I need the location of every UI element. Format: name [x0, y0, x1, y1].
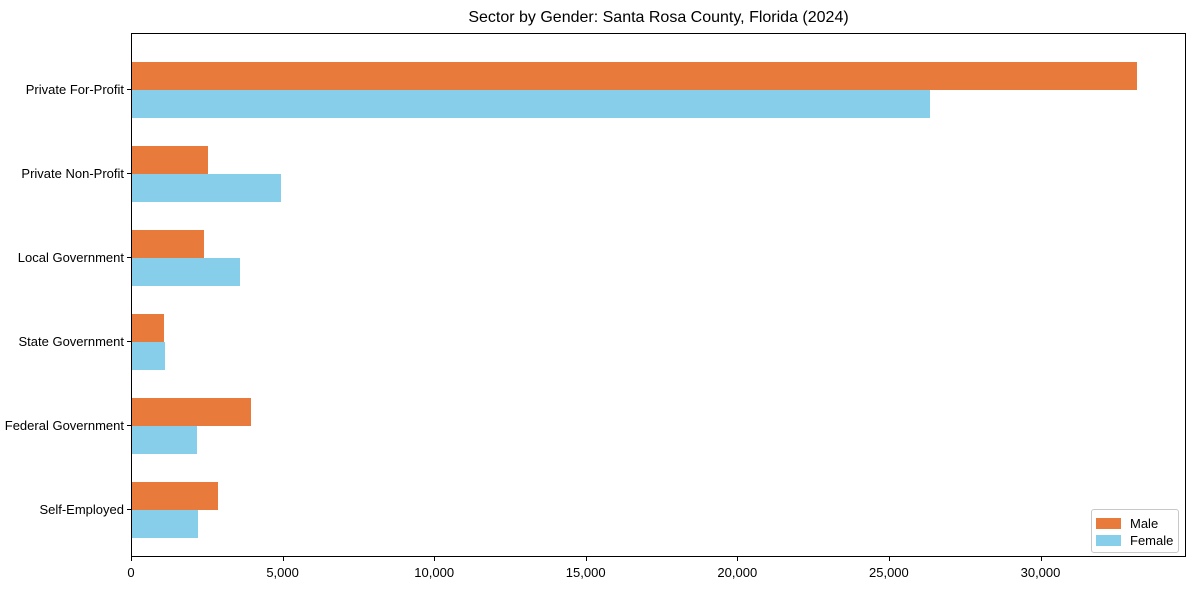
ytick-label-local-government: Local Government [17, 250, 124, 265]
bar-male-federal-government [132, 398, 251, 426]
legend-swatch-male [1096, 518, 1121, 529]
chart-title: Sector by Gender: Santa Rosa County, Flo… [468, 9, 849, 26]
ytick-label-state-government: State Government [18, 334, 125, 349]
xtick-label-30000: 30,000 [1020, 565, 1061, 580]
xtick-label-25000: 25,000 [869, 565, 909, 580]
bar-female-local-government [132, 258, 241, 286]
xtick-label-5000: 5,000 [266, 565, 299, 580]
ytick-label-federal-government: Federal Government [4, 418, 124, 433]
legend-swatch-female [1096, 535, 1121, 546]
bar-female-federal-government [132, 426, 198, 454]
xtick-mark-30000 [1040, 557, 1042, 561]
xtick-mark-10000 [434, 557, 436, 561]
xtick-mark-5000 [282, 557, 284, 561]
ytick-mark-state-government [127, 341, 131, 342]
bar-female-private-for-profit [132, 90, 930, 118]
xtick-mark-0 [131, 557, 132, 561]
ytick-mark-local-government [127, 257, 131, 258]
legend-item-female: Female [1096, 532, 1178, 549]
ytick-mark-federal-government [127, 425, 131, 426]
xtick-label-20000: 20,000 [717, 565, 758, 580]
legend-item-male: Male [1096, 515, 1178, 532]
legend-label-male: Male [1130, 516, 1159, 531]
legend: Male Female [1091, 509, 1179, 553]
ytick-label-private-non-profit: Private Non-Profit [21, 166, 124, 181]
bar-female-self-employed [132, 510, 199, 538]
xtick-label-0: 0 [127, 565, 135, 580]
bar-male-self-employed [132, 482, 219, 510]
xtick-mark-15000 [585, 557, 587, 561]
legend-items: Male Female [1096, 515, 1178, 549]
ytick-label-self-employed: Self-Employed [39, 502, 124, 517]
xtick-label-10000: 10,000 [414, 565, 455, 580]
bar-male-private-for-profit [132, 62, 1137, 90]
bar-female-private-non-profit [132, 174, 281, 202]
xtick-mark-25000 [888, 557, 890, 561]
ytick-mark-private-for-profit [127, 89, 131, 90]
bar-male-private-non-profit [132, 146, 208, 174]
plot-area [131, 33, 1186, 557]
ytick-mark-self-employed [127, 509, 131, 510]
bar-male-state-government [132, 314, 165, 342]
bar-female-state-government [132, 342, 165, 370]
xtick-mark-20000 [737, 557, 739, 561]
bar-male-local-government [132, 230, 205, 258]
ytick-mark-private-non-profit [127, 173, 131, 174]
ytick-label-private-for-profit: Private For-Profit [25, 82, 124, 97]
legend-label-female: Female [1130, 533, 1174, 548]
xtick-label-15000: 15,000 [565, 565, 606, 580]
